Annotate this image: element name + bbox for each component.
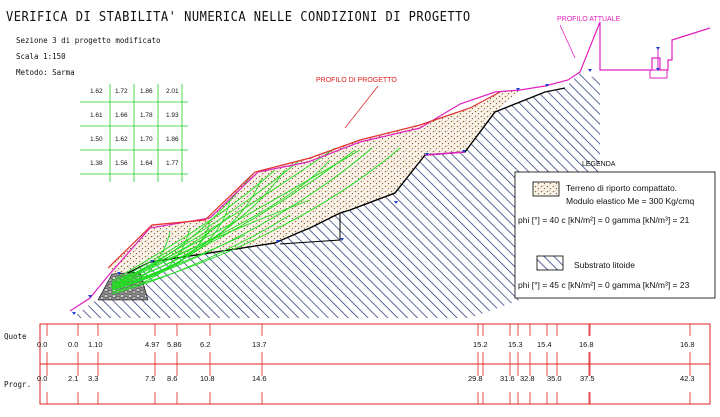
progr-value: 10.8 — [200, 374, 215, 383]
slip-surfaces — [109, 147, 401, 295]
quote-value: 15.2 — [473, 340, 488, 349]
fs-value: 1.62 — [90, 88, 103, 95]
progr-value: 2.1 — [68, 374, 79, 383]
profile-table — [39, 323, 711, 405]
fs-value: 1.86 — [140, 88, 153, 95]
legend-title: LEGENDA — [582, 161, 616, 168]
fs-value: 1.56 — [115, 160, 128, 167]
legend-fill-line1: Terreno di riporto compattato. — [566, 183, 678, 193]
progr-value: 0.0 — [37, 374, 48, 383]
level-markers — [72, 47, 660, 315]
section-label: Sezione 3 di progetto modificato — [16, 36, 161, 45]
fs-value: 1.78 — [140, 112, 153, 119]
legend-rock-label: Substrato litoide — [574, 260, 635, 270]
progr-value: 14.6 — [252, 374, 267, 383]
fs-value: 1.72 — [115, 88, 128, 95]
progr-value: 7.5 — [145, 374, 156, 383]
progr-value: 32.8 — [520, 374, 535, 383]
fs-value: 1.70 — [140, 136, 153, 143]
design-profile — [107, 91, 501, 269]
quote-value: 4.97 — [145, 340, 160, 349]
progr-value: 29.8 — [468, 374, 483, 383]
quote-value: 0.0 — [37, 340, 48, 349]
progr-value: 42.3 — [680, 374, 695, 383]
fs-grid — [80, 84, 188, 182]
quote-value: 16.8 — [579, 340, 594, 349]
legend-fill-line2: Modulo elastico Me = 300 Kg/cmq — [566, 196, 695, 206]
fs-value: 1.61 — [90, 112, 103, 119]
legend-fill-params: phi [°] = 40 c [kN/m²] = 0 gamma [kN/m³]… — [518, 215, 690, 225]
quote-label: Quote — [4, 332, 27, 341]
fs-value: 1.64 — [140, 160, 153, 167]
table-ticks — [46, 324, 691, 404]
quote-value: 13.7 — [252, 340, 267, 349]
profilo-progetto-label: PROFILO DI PROGETTO — [316, 77, 397, 84]
progr-value: 35.0 — [547, 374, 562, 383]
main-title: VERIFICA DI STABILITA' NUMERICA NELLE CO… — [6, 10, 471, 25]
progr-value: 8.6 — [167, 374, 178, 383]
fs-value: 1.50 — [90, 136, 103, 143]
fs-value: 1.77 — [166, 160, 179, 167]
fill-swatch — [532, 181, 560, 197]
legend-rock-params: phi [°] = 45 c [kN/m²] = 0 gamma [kN/m³]… — [518, 280, 690, 290]
quote-value: 0.0 — [68, 340, 79, 349]
quote-value: 6.2 — [200, 340, 211, 349]
quote-value: 5.86 — [167, 340, 182, 349]
fs-value: 2.01 — [166, 88, 179, 95]
fs-value: 1.93 — [166, 112, 179, 119]
scale-label: Scala 1:150 — [16, 52, 66, 61]
rock-substrate — [72, 72, 600, 318]
fs-value: 1.66 — [115, 112, 128, 119]
quote-value: 15.3 — [508, 340, 523, 349]
rock-swatch — [536, 255, 564, 271]
progr-value: 31.6 — [500, 374, 515, 383]
quote-value: 15.4 — [537, 340, 552, 349]
fs-value: 1.38 — [90, 160, 103, 167]
progr-label: Progr. — [4, 380, 32, 389]
progr-value: 3.3 — [88, 374, 99, 383]
progr-value: 37.5 — [580, 374, 595, 383]
quote-value: 1.10 — [88, 340, 103, 349]
quote-value: 16.8 — [680, 340, 695, 349]
fs-value: 1.86 — [166, 136, 179, 143]
profilo-attuale-label: PROFILO ATTUALE — [557, 16, 621, 23]
fs-value: 1.62 — [115, 136, 128, 143]
method-label: Metodo: Sarma — [16, 68, 75, 77]
